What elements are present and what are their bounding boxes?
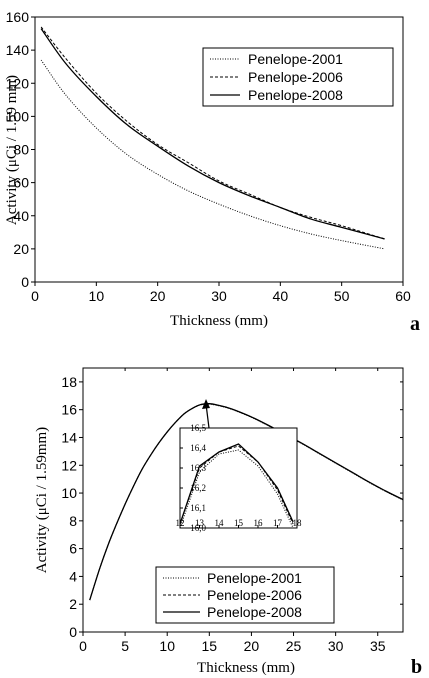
panel-a-y-tick-labels: 0 20 40 60 80 100 120 140 160 bbox=[6, 9, 30, 290]
inset-x-tick-label: 14 bbox=[215, 518, 225, 528]
panel-a-legend-label-2001: Penelope-2001 bbox=[248, 51, 343, 67]
inset-series-penelope-2001 bbox=[179, 449, 294, 529]
panel-b-y-tick-label: 6 bbox=[69, 541, 77, 557]
panel-a-x-tick-label: 50 bbox=[334, 288, 350, 304]
panel-a-letter: a bbox=[410, 313, 420, 335]
panel-a-series-penelope-2006 bbox=[40, 26, 385, 240]
panel-b-y-tick-label: 4 bbox=[69, 568, 77, 584]
panel-b-x-tick-label: 20 bbox=[244, 638, 260, 654]
inset-series bbox=[179, 443, 294, 529]
panel-a-x-tick-labels: 0 10 20 30 40 50 60 bbox=[31, 288, 411, 304]
panel-a-x-tick-label: 0 bbox=[31, 288, 39, 304]
panel-a-x-tick-label: 60 bbox=[395, 288, 411, 304]
panel-b-y-tick-label: 8 bbox=[69, 513, 77, 529]
inset-x-tick-label: 12 bbox=[176, 518, 185, 528]
inset-x-tick-label: 16 bbox=[254, 518, 264, 528]
inset-arrow-head bbox=[202, 399, 210, 409]
panel-b-y-tick-label: 12 bbox=[61, 457, 77, 473]
panel-b: 0 5 10 15 20 25 30 35 0 2 4 6 8 10 12 14 16 18 Thickness… bbox=[34, 367, 422, 678]
panel-b-y-tick-label: 2 bbox=[69, 596, 77, 612]
panel-a-y-tick-label: 160 bbox=[6, 9, 30, 25]
inset-x-tick-label: 18 bbox=[293, 518, 303, 528]
inset-y-tick-labels: 16,0 16,1 16,2 16,3 16,4 16,5 bbox=[190, 423, 206, 533]
panel-b-y-tick-label: 16 bbox=[61, 402, 77, 418]
inset-y-tick-label: 16,3 bbox=[190, 463, 206, 473]
panel-a-y-tick-label: 120 bbox=[6, 75, 30, 91]
panel-b-x-axis-label: Thickness (mm) bbox=[197, 660, 295, 676]
panel-a-x-tick-label: 10 bbox=[89, 288, 105, 304]
panel-b-x-tick-label: 25 bbox=[286, 638, 302, 654]
panel-b-inset-arrow bbox=[202, 399, 210, 429]
inset-y-tick-label: 16,2 bbox=[190, 483, 206, 493]
panel-a-y-tick-label: 100 bbox=[6, 108, 30, 124]
panel-a-y-tick-label: 20 bbox=[13, 241, 29, 257]
inset-y-tick-label: 16,1 bbox=[190, 503, 206, 513]
panel-a-plot-frame bbox=[34, 16, 404, 283]
inset-x-tick-label: 15 bbox=[234, 518, 244, 528]
panel-a-legend: Penelope-2001 Penelope-2006 Penelope-200… bbox=[202, 47, 394, 107]
panel-b-y-tick-label: 10 bbox=[61, 485, 77, 501]
panel-b-y-axis-label: Activity (μCi / 1.59mm) bbox=[34, 427, 50, 573]
panel-a-x-tick-label: 30 bbox=[211, 288, 227, 304]
inset-ticks bbox=[179, 427, 298, 529]
inset-x-tick-label: 17 bbox=[273, 518, 283, 528]
inset-y-tick-label: 16,0 bbox=[190, 523, 206, 533]
inset-series-penelope-2008 bbox=[179, 443, 294, 525]
panel-b-ticks bbox=[79, 368, 403, 636]
panel-b-legend-label-2001: Penelope-2001 bbox=[207, 570, 302, 586]
panel-b-legend-label-2008: Penelope-2008 bbox=[207, 604, 302, 620]
panel-b-x-tick-labels: 0 5 10 15 20 25 30 35 bbox=[79, 638, 386, 654]
panel-b-legend: Penelope-2001 Penelope-2006 Penelope-200… bbox=[155, 566, 335, 624]
panel-b-x-tick-label: 0 bbox=[79, 638, 87, 654]
panel-a-ticks bbox=[31, 16, 404, 286]
panel-a: 0 10 20 30 40 50 60 0 20 40 60 80 100 120 140 160 Thic… bbox=[4, 9, 420, 335]
panel-a-y-axis-label: Activity (μCi / 1.59 mm) bbox=[4, 75, 20, 225]
panel-b-x-tick-label: 35 bbox=[370, 638, 386, 654]
panel-b-legend-label-2006: Penelope-2006 bbox=[207, 587, 302, 603]
panel-b-y-tick-label: 14 bbox=[61, 429, 77, 445]
panel-a-legend-box bbox=[202, 47, 394, 107]
panel-b-y-tick-label: 18 bbox=[61, 374, 77, 390]
panel-b-x-tick-label: 5 bbox=[121, 638, 129, 654]
panel-b-x-tick-label: 10 bbox=[159, 638, 175, 654]
panel-a-y-tick-label: 0 bbox=[21, 274, 29, 290]
panel-a-x-tick-label: 40 bbox=[273, 288, 289, 304]
panel-b-plot-frame bbox=[82, 367, 404, 633]
panel-a-legend-label-2008: Penelope-2008 bbox=[248, 87, 343, 103]
panel-b-inset: 12 13 14 15 16 17 18 16,0 16,1 16,2 16,3 16,4 16,5 bbox=[176, 423, 303, 533]
panel-b-x-tick-label: 15 bbox=[202, 638, 218, 654]
panel-b-letter: b bbox=[411, 656, 422, 678]
panel-a-y-tick-label: 60 bbox=[13, 175, 29, 191]
panel-a-y-tick-label: 40 bbox=[13, 208, 29, 224]
panel-a-x-tick-label: 20 bbox=[150, 288, 166, 304]
inset-x-tick-label: 13 bbox=[195, 518, 205, 528]
panel-b-y-tick-label: 0 bbox=[69, 624, 77, 640]
panel-a-legend-label-2006: Penelope-2006 bbox=[248, 69, 343, 85]
panel-b-x-tick-label: 30 bbox=[328, 638, 344, 654]
panel-a-series-penelope-2008 bbox=[40, 28, 385, 240]
inset-y-tick-label: 16,5 bbox=[190, 423, 206, 433]
panel-a-y-tick-label: 80 bbox=[13, 142, 29, 158]
inset-y-tick-label: 16,4 bbox=[190, 443, 206, 453]
panel-a-y-tick-label: 140 bbox=[6, 42, 30, 58]
panel-a-series bbox=[40, 26, 385, 250]
panel-a-x-axis-label: Thickness (mm) bbox=[170, 313, 268, 329]
panel-b-y-tick-labels: 0 2 4 6 8 10 12 14 16 18 bbox=[61, 374, 77, 640]
inset-x-tick-labels: 12 13 14 15 16 17 18 bbox=[176, 518, 303, 528]
